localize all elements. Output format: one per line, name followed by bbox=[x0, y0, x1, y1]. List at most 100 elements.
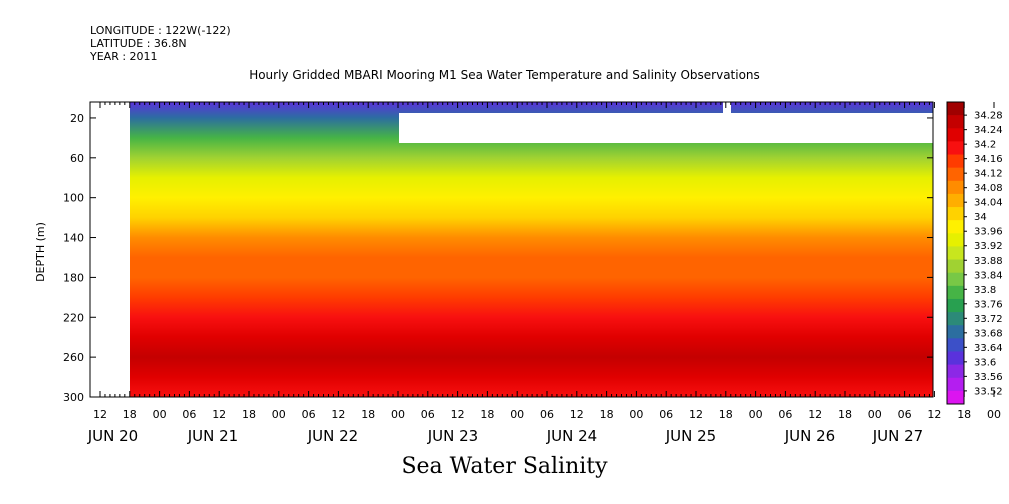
x-day-label: JUN 23 bbox=[427, 427, 478, 445]
x-day-label: JUN 24 bbox=[546, 427, 597, 445]
x-day-label: JUN 27 bbox=[872, 427, 923, 445]
x-tick-label: 00 bbox=[987, 408, 1001, 421]
missing-data-gap bbox=[399, 113, 933, 143]
colorbar-swatch bbox=[947, 325, 964, 339]
x-tick-label: 18 bbox=[123, 408, 137, 421]
colorbar-label: 33.64 bbox=[974, 343, 1003, 354]
plot-area bbox=[89, 101, 934, 398]
colorbar-swatch bbox=[947, 364, 964, 379]
colorbar-label: 33.68 bbox=[974, 328, 1003, 339]
colorbar-swatch bbox=[947, 128, 964, 142]
x-tick-label: 12 bbox=[808, 408, 822, 421]
x-tick-label: 00 bbox=[153, 408, 167, 421]
y-tick-label: 180 bbox=[63, 271, 84, 284]
x-tick-label: 12 bbox=[927, 408, 941, 421]
x-tick-label: 00 bbox=[510, 408, 524, 421]
x-tick-label: 18 bbox=[719, 408, 733, 421]
x-tick-label: 12 bbox=[93, 408, 107, 421]
colorbar-swatch bbox=[947, 115, 964, 129]
year-label: YEAR : 2011 bbox=[90, 50, 158, 63]
x-tick-label: 12 bbox=[570, 408, 584, 421]
no-data-region bbox=[90, 102, 130, 397]
x-tick-label: 06 bbox=[421, 408, 435, 421]
colorbar-swatch bbox=[947, 220, 964, 234]
salinity-field bbox=[130, 102, 933, 397]
x-tick-label: 12 bbox=[689, 408, 703, 421]
y-tick-label: 100 bbox=[63, 192, 84, 205]
plot-frame bbox=[89, 101, 934, 398]
colorbar-label: 33.76 bbox=[974, 299, 1003, 310]
x-tick-label: 18 bbox=[838, 408, 852, 421]
x-tick-label: 06 bbox=[778, 408, 792, 421]
colorbar-swatch bbox=[947, 180, 964, 195]
x-tick-label: 12 bbox=[451, 408, 465, 421]
colorbar-label: 33.8 bbox=[974, 285, 996, 296]
colorbar-label: 34.08 bbox=[974, 183, 1003, 194]
longitude-label: LONGITUDE : 122W(-122) bbox=[90, 24, 231, 37]
axes: 20 60 100 140 180 220 260 300 12 18 00 06 12 18 00 06 12… bbox=[63, 102, 1001, 445]
x-day-label: JUN 22 bbox=[307, 427, 358, 445]
colorbar-swatch bbox=[947, 141, 964, 156]
x-tick-label: 06 bbox=[302, 408, 316, 421]
x-tick-label: 00 bbox=[629, 408, 643, 421]
x-day-label: JUN 26 bbox=[784, 427, 835, 445]
colorbar-label: 33.92 bbox=[974, 241, 1003, 252]
x-tick-label: 18 bbox=[242, 408, 256, 421]
missing-data-notch bbox=[723, 102, 731, 113]
colorbar-label: 34.16 bbox=[974, 154, 1003, 165]
colorbar-swatch bbox=[947, 285, 964, 300]
colorbar-swatch bbox=[947, 207, 964, 221]
colorbar-label: 34.12 bbox=[974, 169, 1003, 180]
colorbar-swatch bbox=[947, 272, 964, 287]
colorbar-swatch bbox=[947, 193, 964, 208]
x-tick-label: 00 bbox=[749, 408, 763, 421]
colorbar-frame bbox=[946, 101, 965, 405]
colorbar-label: 34.2 bbox=[974, 140, 996, 151]
x-day-label: JUN 20 bbox=[87, 427, 138, 445]
colorbar-label: 34.28 bbox=[974, 111, 1003, 122]
x-axis-label: Sea Water Salinity bbox=[401, 454, 608, 479]
colorbar-swatch bbox=[947, 377, 964, 392]
y-tick-label: 140 bbox=[63, 232, 84, 245]
y-tick-label: 300 bbox=[63, 391, 84, 404]
colorbar-label: 33.88 bbox=[974, 256, 1003, 267]
x-tick-label: 00 bbox=[391, 408, 405, 421]
x-tick-label: 00 bbox=[272, 408, 286, 421]
x-tick-label: 18 bbox=[480, 408, 494, 421]
x-tick-label: 12 bbox=[331, 408, 345, 421]
x-tick-label: 18 bbox=[361, 408, 375, 421]
x-day-label: JUN 21 bbox=[187, 427, 238, 445]
colorbar-swatch bbox=[947, 102, 964, 116]
colorbar-label: 33.84 bbox=[974, 270, 1003, 281]
colorbar-label: 33.56 bbox=[974, 372, 1003, 383]
x-tick-label: 00 bbox=[868, 408, 882, 421]
colorbar-label: 33.96 bbox=[974, 227, 1003, 238]
colorbar-swatch bbox=[947, 390, 964, 405]
colorbar-label: 33.72 bbox=[974, 314, 1003, 325]
colorbar-swatch bbox=[947, 246, 964, 261]
latitude-label: LATITUDE : 36.8N bbox=[90, 37, 187, 50]
x-tick-label: 06 bbox=[898, 408, 912, 421]
colorbar-swatch bbox=[947, 167, 964, 182]
colorbar-label: 34 bbox=[974, 212, 987, 223]
x-tick-label: 06 bbox=[659, 408, 673, 421]
x-tick-label: 18 bbox=[600, 408, 614, 421]
colorbar-swatch bbox=[947, 338, 964, 352]
colorbar-swatch bbox=[947, 298, 964, 313]
colorbar-label: 34.24 bbox=[974, 125, 1003, 136]
colorbar-label: 34.04 bbox=[974, 198, 1003, 209]
y-tick-label: 220 bbox=[63, 311, 84, 324]
x-tick-label: 06 bbox=[182, 408, 196, 421]
colorbar-swatch bbox=[947, 233, 964, 247]
y-tick-label: 260 bbox=[63, 351, 84, 364]
colorbar-label: 33.52 bbox=[974, 386, 1003, 397]
y-tick-label: 60 bbox=[70, 152, 84, 165]
colorbar-swatch bbox=[947, 259, 964, 274]
y-axis-label: DEPTH (m) bbox=[34, 222, 47, 282]
colorbar-swatch bbox=[947, 154, 964, 169]
x-tick-label: 06 bbox=[540, 408, 554, 421]
colorbar-swatch bbox=[947, 312, 964, 326]
y-tick-label: 20 bbox=[70, 112, 84, 125]
x-tick-label: 12 bbox=[212, 408, 226, 421]
